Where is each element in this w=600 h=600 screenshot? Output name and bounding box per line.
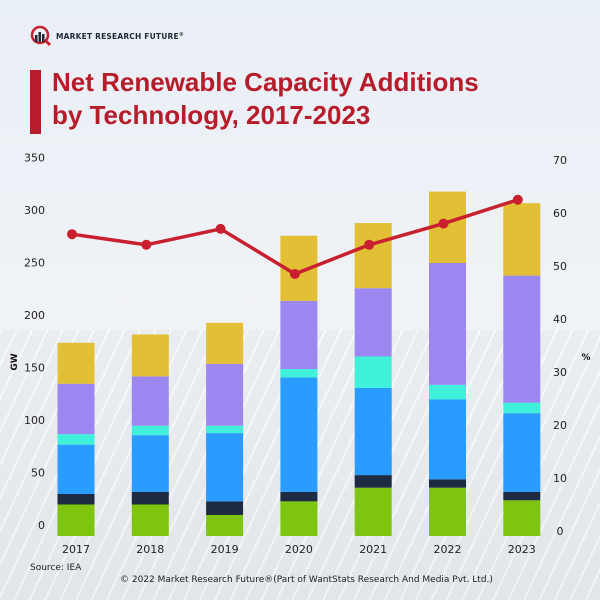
bar-segment — [354, 475, 392, 488]
share-point — [438, 218, 449, 229]
bar-segment — [57, 504, 95, 536]
bar-segment — [131, 435, 169, 492]
bar-segment — [503, 491, 541, 501]
x-tick-label: 2018 — [136, 543, 164, 556]
share-point — [141, 239, 152, 250]
source-note: Source: IEA — [30, 563, 82, 573]
bar-segment — [206, 515, 244, 536]
bar-stack-2022 — [429, 191, 466, 536]
y-tick-label: 0 — [38, 519, 45, 532]
bar-stack-2018 — [131, 334, 169, 536]
y-tick-label: 150 — [24, 362, 45, 375]
bar-segment — [206, 322, 244, 364]
bar-segment — [354, 487, 392, 536]
y2-tick-label: 20 — [553, 419, 567, 432]
share-point — [215, 223, 226, 234]
bar-segment — [429, 487, 466, 536]
bar-segment — [429, 399, 466, 480]
x-tick-label: 2023 — [508, 543, 536, 556]
title-line-1: Net Renewable Capacity Additions — [52, 67, 479, 97]
y2-tick-label: 70 — [553, 154, 567, 167]
y-tick-label: 100 — [24, 414, 45, 427]
copyright-note: © 2022 Market Research Future®(Part of W… — [120, 575, 493, 585]
brand-logo: MARKET RESEARCH FUTURE® — [30, 25, 184, 47]
bar-stack-2021 — [354, 223, 392, 536]
y-axis-title-left: GW — [10, 353, 20, 370]
y2-tick-label: 50 — [553, 260, 567, 273]
bar-segment — [429, 384, 466, 400]
title-accent-bar — [30, 70, 41, 134]
x-tick-label: 2017 — [62, 543, 90, 556]
x-tick-label: 2021 — [359, 543, 387, 556]
bar-segment — [206, 425, 244, 434]
bar-stack-2019 — [206, 322, 244, 536]
bar-segment — [280, 377, 318, 492]
bar-segment — [131, 334, 169, 377]
bar-segment — [280, 491, 318, 502]
bar-segment — [131, 504, 169, 536]
bar-segment — [354, 288, 392, 357]
share-point — [67, 229, 77, 240]
bar-segment — [503, 500, 541, 536]
title-line-2: by Technology, 2017-2023 — [52, 100, 371, 130]
y-axis-left: 0 50 100 150 200 250 300 350 — [24, 152, 45, 533]
bar-segment — [131, 425, 169, 436]
y2-tick-label: 0 — [557, 525, 564, 538]
y-tick-label: 350 — [24, 152, 45, 165]
bar-segment — [57, 444, 95, 494]
y-axis-right: 0 10 20 30 40 50 60 70 — [553, 154, 567, 538]
y2-tick-label: 40 — [553, 313, 567, 326]
y-tick-label: 200 — [24, 309, 45, 322]
bars — [57, 191, 541, 536]
share-point — [364, 239, 375, 250]
bar-segment — [503, 413, 541, 492]
share-point — [289, 268, 300, 279]
bar-segment — [57, 494, 95, 505]
bar-segment — [280, 501, 318, 536]
bar-segment — [280, 300, 318, 370]
y2-tick-label: 60 — [553, 207, 567, 220]
bar-segment — [280, 369, 318, 378]
bar-segment — [206, 363, 244, 426]
y2-tick-label: 10 — [553, 472, 567, 485]
bar-segment — [503, 402, 541, 414]
bar-segment — [503, 203, 541, 276]
logo-icon — [30, 25, 52, 47]
bar-stack-2020 — [280, 235, 318, 536]
chart-title: Net Renewable Capacity Additions by Tech… — [52, 66, 479, 132]
bar-segment — [57, 342, 95, 384]
y-tick-label: 250 — [24, 257, 45, 270]
x-tick-label: 2022 — [434, 543, 462, 556]
bar-stack-2017 — [57, 342, 95, 536]
y-tick-label: 50 — [31, 467, 45, 480]
bar-stack-2023 — [503, 203, 541, 536]
y2-tick-label: 30 — [553, 366, 567, 379]
bar-segment — [57, 434, 95, 445]
brand-name: MARKET RESEARCH FUTURE® — [56, 31, 185, 41]
bar-segment — [131, 376, 169, 426]
y-tick-label: 300 — [24, 204, 45, 217]
bar-segment — [429, 479, 466, 488]
share-line — [67, 194, 523, 279]
bar-segment — [206, 433, 244, 502]
bar-segment — [503, 275, 541, 403]
bar-segment — [206, 501, 244, 515]
bar-segment — [429, 263, 466, 385]
bar-segment — [131, 491, 169, 505]
y-axis-title-right: % — [581, 353, 590, 363]
bar-segment — [354, 387, 392, 476]
x-axis: 2017 2018 2019 2020 2021 2022 2023 — [62, 543, 536, 556]
x-tick-label: 2020 — [285, 543, 313, 556]
bar-segment — [354, 223, 392, 289]
share-point — [512, 194, 523, 205]
x-tick-label: 2019 — [211, 543, 239, 556]
bar-segment — [354, 356, 392, 388]
bar-segment — [57, 383, 95, 435]
